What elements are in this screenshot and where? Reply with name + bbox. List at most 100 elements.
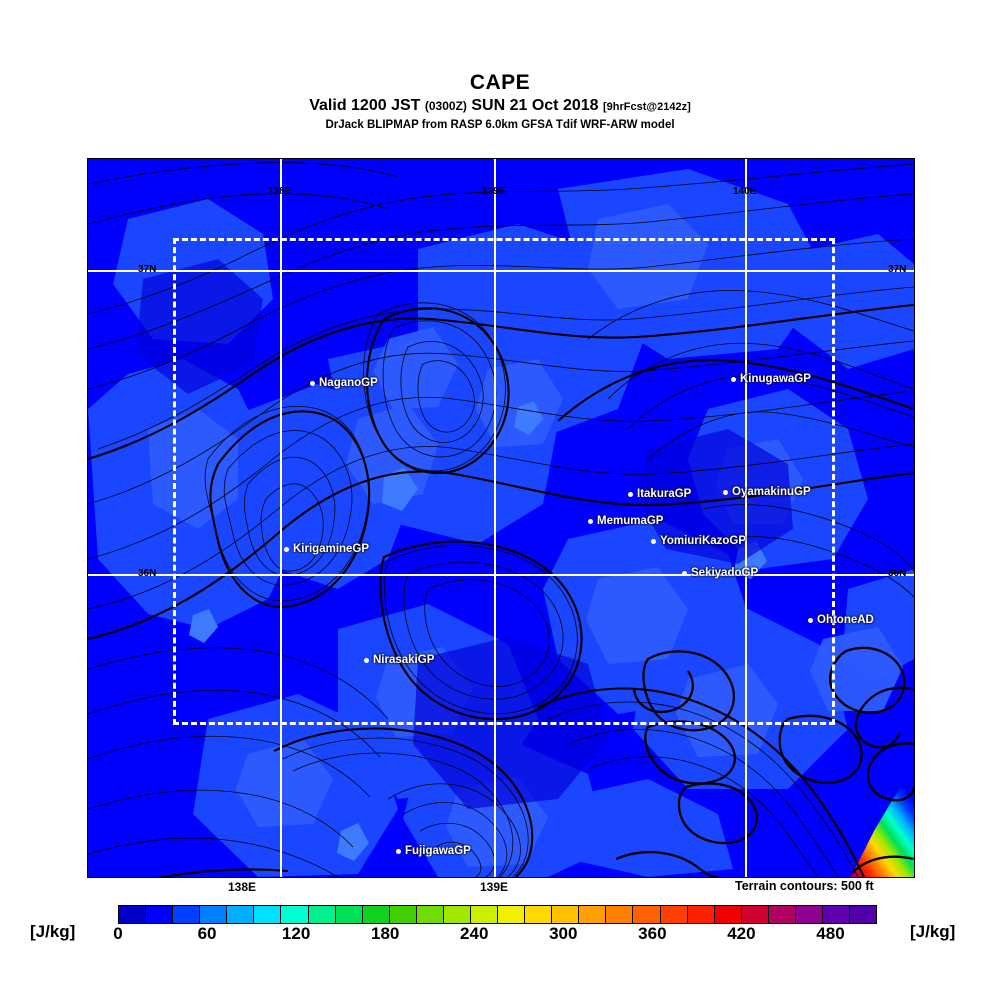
station-fujigawagp[interactable]: FujigawaGP (396, 845, 471, 857)
gridline-lon-140e (745, 159, 747, 877)
colorbar-swatch (362, 906, 390, 923)
station-label: KirigamineGP (293, 543, 370, 555)
colorbar-swatch (227, 906, 255, 923)
station-marker-icon (284, 546, 289, 552)
lat-label-36n-left: 36N (138, 568, 157, 579)
station-label: KinugawaGP (740, 373, 811, 385)
lat-label-36n-right: 36N (888, 568, 907, 579)
map-canvas: 138E 139E 140E 37N 37N 36N 36N NaganoGP … (88, 159, 914, 877)
page-title: CAPE (469, 71, 531, 94)
station-nirasakigp[interactable]: NirasakiGP (364, 654, 434, 666)
lon-label-top-2: 140E (733, 186, 757, 197)
colorbar: [J/kg] [J/kg] 0 60 120 180 240 300 360 420 480 (0, 900, 1000, 950)
station-naganogp[interactable]: NaganoGP (310, 377, 378, 389)
colorbar-swatch (687, 906, 715, 923)
model-line: DrJack BLIPMAP from RASP 6.0km GFSA Tdif… (325, 119, 675, 131)
lon-label-top-1: 139E (482, 186, 506, 197)
colorbar-tick-label: 180 (370, 924, 400, 943)
station-oyamakinugp[interactable]: OyamakinuGP (723, 486, 811, 498)
colorbar-swatch (119, 906, 147, 923)
colorbar-swatch (200, 906, 228, 923)
colorbar-tick-label: 480 (816, 924, 845, 943)
station-itakuragp[interactable]: ItakuraGP (628, 488, 691, 500)
valid-prefix: Valid 1200 JST (309, 97, 421, 114)
valid-zulu: (0300Z) (424, 99, 467, 113)
forecast-domain-box (173, 238, 835, 725)
gridline-lon-139e (494, 159, 496, 877)
colorbar-tick-label: 120 (281, 924, 311, 943)
station-marker-icon (310, 380, 315, 386)
colorbar-swatch (254, 906, 282, 923)
colorbar-unit-left: [J/kg] (30, 922, 76, 941)
colorbar-swatch (281, 906, 309, 923)
colorbar-tick-label: 300 (549, 924, 578, 943)
colorbar-swatch (714, 906, 742, 923)
station-label: SekiyadoGP (691, 567, 759, 579)
colorbar-tick-label: 420 (727, 924, 756, 943)
colorbar-gradient[interactable] (118, 905, 877, 924)
colorbar-swatch (552, 906, 580, 923)
colorbar-swatch (173, 906, 201, 923)
station-label: FujigawaGP (405, 845, 471, 857)
lat-label-37n-right: 37N (888, 264, 907, 275)
gridline-lat-36n (88, 574, 914, 576)
station-marker-icon (628, 491, 633, 497)
lon-label-bottom-1: 139E (480, 880, 509, 894)
station-memumagp[interactable]: MemumaGP (588, 515, 663, 527)
colorbar-swatch (389, 906, 417, 923)
colorbar-swatch (308, 906, 336, 923)
colorbar-swatch (823, 906, 851, 923)
station-marker-icon (364, 657, 369, 663)
colorbar-swatch (443, 906, 472, 923)
colorbar-swatch (606, 906, 634, 923)
station-marker-icon (651, 538, 656, 544)
station-marker-icon (808, 617, 813, 623)
title-block: CAPE Valid 1200 JST (0300Z) SUN 21 Oct 2… (0, 72, 1000, 132)
lon-label-bottom-0: 138E (228, 880, 257, 894)
colorbar-ticks: 0 60 120 180 240 300 360 420 480 (0, 924, 1000, 948)
gridline-lon-138e (280, 159, 282, 877)
lon-label-top-0: 138E (268, 186, 292, 197)
station-label: NaganoGP (319, 377, 378, 389)
valid-date: SUN 21 Oct 2018 (471, 97, 599, 114)
station-label: YomiuriKazoGP (660, 535, 747, 547)
lat-label-37n-left: 37N (138, 264, 157, 275)
forecast-badge: [9hrFcst@2142z] (603, 101, 691, 113)
station-marker-icon (682, 570, 687, 576)
valid-time-line: Valid 1200 JST (0300Z) SUN 21 Oct 2018 [… (0, 96, 1000, 117)
station-label: NirasakiGP (373, 654, 435, 666)
colorbar-swatch (768, 906, 796, 923)
terrain-contour-note: Terrain contours: 500 ft (735, 879, 874, 893)
colorbar-tick-label: 360 (638, 924, 667, 943)
cape-field (88, 159, 914, 877)
station-label: MemumaGP (597, 515, 664, 527)
colorbar-tick-label: 0 (113, 924, 123, 943)
station-marker-icon (731, 376, 736, 382)
colorbar-swatch (335, 906, 363, 923)
cape-hotspot (850, 769, 914, 877)
station-marker-icon (723, 489, 728, 495)
station-kirigaminegp[interactable]: KirigamineGP (284, 543, 369, 555)
colorbar-swatch (579, 906, 607, 923)
station-marker-icon (588, 518, 593, 524)
colorbar-swatch (850, 906, 877, 923)
colorbar-swatch (471, 906, 499, 923)
colorbar-swatch (633, 906, 661, 923)
station-marker-icon (396, 848, 401, 854)
station-sekiyadogp[interactable]: SekiyadoGP (682, 567, 758, 579)
station-label: OyamakinuGP (732, 486, 811, 498)
station-yomiurikazogp[interactable]: YomiuriKazoGP (651, 535, 746, 547)
gridline-lat-37n (88, 270, 914, 272)
station-kinugawagp[interactable]: KinugawaGP (731, 373, 811, 385)
station-label: ItakuraGP (637, 488, 692, 500)
colorbar-swatch (525, 906, 553, 923)
colorbar-swatch (660, 906, 688, 923)
colorbar-swatch (795, 906, 824, 923)
station-ohtonead[interactable]: OhtoneAD (808, 614, 874, 626)
station-label: OhtoneAD (817, 614, 874, 626)
colorbar-swatch (146, 906, 174, 923)
cape-map[interactable]: 138E 139E 140E 37N 37N 36N 36N NaganoGP … (87, 158, 915, 878)
colorbar-unit-right: [J/kg] (910, 922, 956, 941)
colorbar-swatch (741, 906, 769, 923)
